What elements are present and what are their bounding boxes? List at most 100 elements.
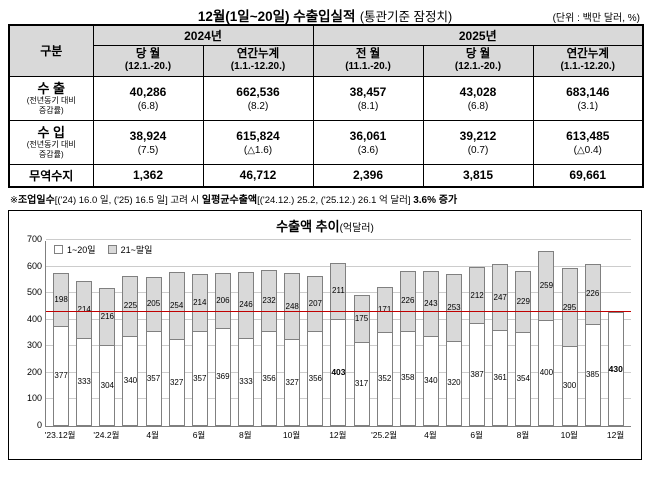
bar-segment-rest: 259 bbox=[538, 250, 555, 320]
balance-row-label: 무역수지 bbox=[8, 163, 94, 188]
chart-legend: 1~20일 21~말일 bbox=[54, 243, 152, 256]
x-tick-slot: 4월 bbox=[145, 429, 161, 443]
bar-segment-first20: 300 bbox=[561, 346, 578, 426]
page-title-qualifier: (통관기준 잠정치) bbox=[359, 10, 453, 24]
bar-segment-first20: 385 bbox=[584, 323, 601, 426]
x-tick-slot bbox=[168, 429, 184, 443]
bar-segment-first20: 352 bbox=[376, 332, 393, 426]
x-tick-slot bbox=[307, 429, 323, 443]
legend-item-first20: 1~20일 bbox=[54, 243, 96, 256]
imports-cell: 613,485 (△0.4) bbox=[532, 119, 644, 165]
legend-item-rest: 21~말일 bbox=[107, 243, 152, 256]
bar-'24.11: 207 356 bbox=[307, 276, 324, 426]
bar-segment-first20: 333 bbox=[237, 337, 254, 426]
x-tick-label: 4월 bbox=[146, 430, 159, 440]
x-tick-slot: 8월 bbox=[515, 429, 531, 443]
chart-unit-label: (억달러) bbox=[339, 223, 374, 234]
exports-cell: 38,457 (8.1) bbox=[312, 75, 424, 121]
bar-segment-rest: 225 bbox=[122, 275, 139, 336]
x-tick-label: 8월 bbox=[238, 430, 252, 440]
bar-segment-rest: 295 bbox=[561, 267, 578, 347]
bar-segment-first20: 356 bbox=[261, 331, 278, 426]
bar-segment-rest: 226 bbox=[399, 270, 416, 331]
y-tick-label: 100 bbox=[26, 393, 42, 404]
bar-segment-rest: 248 bbox=[284, 273, 301, 340]
x-tick-slot: 6월 bbox=[469, 429, 485, 443]
bar-segment-first20: 430 bbox=[607, 311, 624, 426]
bar-'25.7: 247 361 bbox=[492, 264, 509, 426]
x-tick-label: '23.12월 bbox=[44, 430, 76, 440]
x-tick-label: 8월 bbox=[516, 430, 530, 440]
col-header-2024-month: 당 월 (12.1.-20.) bbox=[92, 44, 204, 77]
bar-segment-rest: 254 bbox=[168, 271, 185, 340]
bar-segment-first20: 340 bbox=[422, 335, 439, 426]
export-trend-chart: 수출액 추이(억달러) 1~20일 21~말일 198 377 214 333 216 3… bbox=[8, 210, 642, 460]
x-tick-label: '24.2월 bbox=[93, 430, 120, 440]
x-tick-label: 4월 bbox=[424, 430, 437, 440]
title-row: 12월(1일~20일) 수출입실적 (통관기준 잠정치) (단위 : 백만 달러… bbox=[0, 0, 650, 24]
bar-segment-rest: 247 bbox=[492, 264, 509, 331]
x-tick-label: 10월 bbox=[560, 430, 578, 440]
x-tick-label: '25.2월 bbox=[371, 430, 398, 440]
imports-row-label: 수 입 (전년동기 대비 증감률) bbox=[8, 119, 94, 165]
x-tick-slot: 10월 bbox=[560, 429, 578, 443]
bar-'25.9: 259 400 bbox=[538, 250, 555, 426]
col-header-2024-cumulative: 연간누계 (1.1.-12.20.) bbox=[202, 44, 314, 77]
y-tick-label: 700 bbox=[26, 234, 42, 244]
x-axis-labels: '23.12월 '24.2월 4월 6월 8월 10월 12월 '25.2월 4월 6월 8월 10월… bbox=[45, 429, 631, 443]
page-title: 12월(1일~20일) 수출입실적 bbox=[197, 9, 356, 24]
x-tick-label: 10월 bbox=[282, 430, 301, 440]
trade-summary-table: 구분 2024년 2025년 당 월 (12.1.-20.) 연간누계 (1.1… bbox=[8, 24, 645, 188]
bar-segment-first20: 400 bbox=[538, 319, 555, 426]
exports-cell: 662,536 (8.2) bbox=[202, 75, 314, 121]
bar-segment-rest: 232 bbox=[261, 269, 278, 332]
bar-segment-rest: 198 bbox=[53, 273, 70, 326]
col-header-2025-cumulative: 연간누계 (1.1.-12.20.) bbox=[532, 44, 644, 77]
x-tick-slot: '23.12월 bbox=[45, 429, 76, 443]
bar-'25.6: 212 387 bbox=[469, 266, 486, 426]
bar-'24.9: 232 356 bbox=[261, 269, 278, 426]
y-tick-label: 500 bbox=[26, 287, 42, 298]
imports-cell: 36,061 (3.6) bbox=[312, 119, 424, 165]
bar-segment-rest: 246 bbox=[237, 272, 254, 338]
x-tick-slot bbox=[492, 429, 508, 443]
exports-cell: 683,146 (3.1) bbox=[532, 75, 644, 121]
exports-row-label: 수 출 (전년동기 대비 증감률) bbox=[8, 75, 94, 121]
x-tick-slot: 6월 bbox=[191, 429, 207, 443]
imports-cell: 39,212 (0.7) bbox=[422, 119, 534, 165]
bar-segment-first20: 369 bbox=[214, 327, 231, 426]
bar-segment-rest: 229 bbox=[515, 271, 532, 332]
exports-cell: 43,028 (6.8) bbox=[422, 75, 534, 121]
year-header-2025: 2025년 bbox=[312, 24, 644, 46]
col-header-2025-month: 당 월 (12.1.-20.) bbox=[422, 44, 534, 77]
balance-cell: 46,712 bbox=[202, 163, 314, 188]
bar-segment-rest: 205 bbox=[145, 276, 162, 332]
x-tick-slot: '25.2월 bbox=[371, 429, 397, 443]
balance-cell: 2,396 bbox=[312, 163, 424, 188]
bar-segment-rest: 243 bbox=[422, 271, 439, 336]
x-tick-slot: 12월 bbox=[329, 429, 347, 443]
balance-cell: 1,362 bbox=[92, 163, 204, 188]
bar-segment-first20: 357 bbox=[145, 331, 162, 426]
balance-cell: 69,661 bbox=[532, 163, 644, 188]
x-tick-slot: 4월 bbox=[422, 429, 438, 443]
bar-segment-rest: 214 bbox=[191, 274, 208, 332]
x-tick-slot: 8월 bbox=[237, 429, 253, 443]
bar-segment-rest: 206 bbox=[214, 273, 231, 328]
bar-segment-first20: 361 bbox=[492, 330, 509, 426]
x-tick-slot bbox=[214, 429, 230, 443]
bar-'24.6: 214 357 bbox=[191, 274, 208, 426]
bar-'23.12: 198 377 bbox=[53, 273, 70, 426]
x-tick-label: 12월 bbox=[329, 430, 347, 440]
bar-segment-rest: 211 bbox=[330, 262, 347, 319]
bar-segment-first20: 317 bbox=[353, 341, 370, 426]
reference-mark: ※ bbox=[10, 195, 18, 206]
bar-segment-rest: 214 bbox=[76, 280, 93, 338]
imports-row: 수 입 (전년동기 대비 증감률) 38,924 (7.5) 615,824 (△1… bbox=[8, 119, 644, 165]
exports-row: 수 출 (전년동기 대비 증감률) 40,286 (6.8) 662,536 (8.… bbox=[8, 75, 644, 121]
bar-'25.8: 229 354 bbox=[515, 271, 532, 426]
x-tick-slot bbox=[399, 429, 415, 443]
bar-'25.1: 175 317 bbox=[353, 295, 370, 426]
bars-container: 198 377 214 333 216 304 225 340 205 357 254 327 214 3… bbox=[46, 241, 631, 426]
